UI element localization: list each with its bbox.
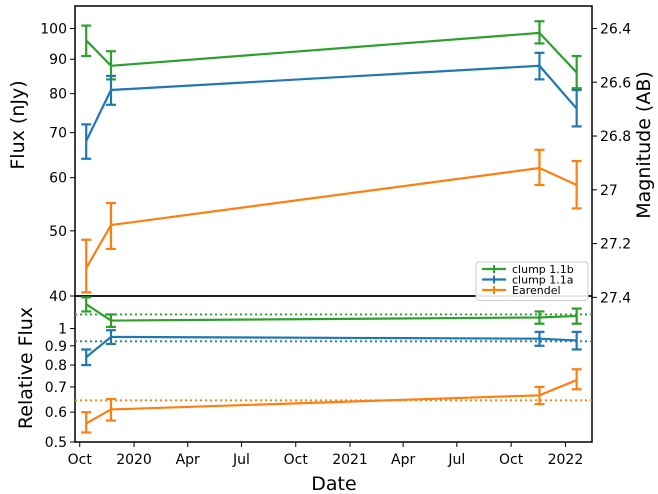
x-tick-label: Oct [284,452,309,468]
legend-label: Earendel [512,284,561,297]
x-tick-label: Apr [176,452,200,468]
top-y-tick-label: 60 [49,171,67,187]
bottom-y-tick-label: 0.8 [45,358,67,374]
right-y-tick-label: 26.4 [600,21,631,37]
right-y-tick-label: 27 [600,183,618,199]
top-series-line [85,166,578,269]
bottom-series-line [85,379,578,425]
right-y-axis-label: Magnitude (AB) [633,71,655,219]
bottom-y-tick-label: 1 [58,322,67,338]
x-tick-label: 2021 [332,452,368,468]
top-y-tick-label: 90 [49,52,67,68]
bottom-series-line [85,335,577,358]
right-y-tick-label: 27.4 [600,290,631,306]
x-tick-label: 2022 [548,452,584,468]
bottom-panel: 0.5 0.6 0.7 0.8 0.91 [45,295,593,451]
bottom-y-tick-label: 0.6 [45,405,67,421]
top-y-tick-label: 70 [49,126,67,142]
top-y-axis-label: Flux (nJy) [7,80,29,169]
x-tick-label: Jul [447,452,465,468]
top-series-line [85,64,578,142]
x-axis: Oct 2020 Apr Jul Oct 2021 Apr Jul Oct 2022 [68,442,584,468]
bottom-y-tick-label: 0.9 [45,339,67,355]
bottom-y-tick-label: 0.5 [45,435,67,451]
bottom-panel-frame [74,295,593,443]
bottom-y-axis-label: Relative Flux [15,307,37,429]
x-tick-label: Jul [232,452,250,468]
x-tick-label: Apr [391,452,415,468]
top-y-tick-label: 50 [49,224,67,240]
legend-label: clump 1.1b [512,263,574,276]
right-y-tick-label: 26.8 [600,129,631,145]
x-tick-label: Oct [68,452,93,468]
bottom-y-tick-label: 0.7 [45,380,67,396]
top-y-tick-label: 100 [40,21,67,37]
right-y-tick-label: 26.6 [600,75,631,91]
bottom-series-line [85,303,577,322]
x-axis-label: Date [311,473,356,494]
x-tick-label: Oct [499,452,524,468]
legend-label: clump 1.1a [512,274,574,287]
x-tick-label: 2020 [116,452,152,468]
top-series-line [85,31,578,74]
top-panel: 40 50 60 70 80 90 100 26.4 26.6 26.8 27 27.2 27.4 [40,5,631,306]
right-y-tick-label: 27.2 [600,237,631,253]
top-y-tick-label: 80 [49,87,67,103]
top-y-tick-label: 40 [49,289,67,305]
